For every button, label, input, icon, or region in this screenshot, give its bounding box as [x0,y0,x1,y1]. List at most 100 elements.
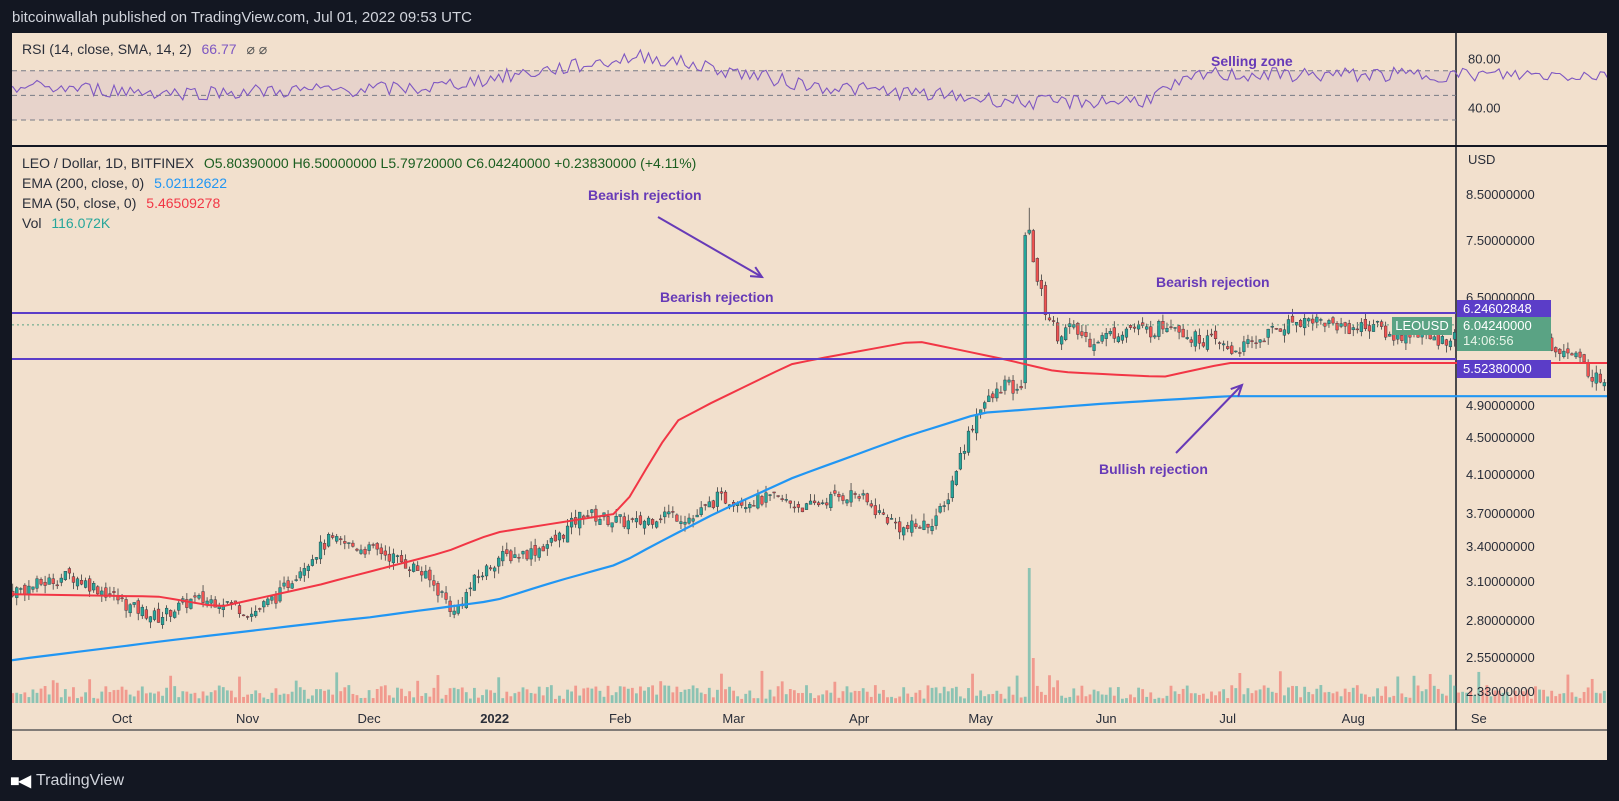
symbol-name: LEO / Dollar, 1D, BITFINEX [22,155,194,171]
candle-body [1254,342,1258,345]
volume-bar [562,698,565,703]
volume-bar [776,686,780,703]
candle-body [885,516,890,524]
candle-body [1185,337,1189,339]
volume-bar [1307,691,1311,703]
volume-bar [221,687,225,703]
candle-body [1586,363,1590,377]
rsi-legend[interactable]: RSI (14, close, SMA, 14, 2) 66.77 ⌀ ⌀ [22,41,267,58]
volume-bar [100,691,104,703]
ema50-label: EMA (50, close, 0) [22,195,137,211]
volume-bar [59,697,63,703]
volume-bar [716,689,719,703]
volume-bar [1477,671,1481,703]
volume-bar [1351,687,1355,703]
candle-body [630,518,634,520]
volume-bar [797,693,800,703]
volume-bar [914,692,918,703]
candle-body [808,500,813,505]
volume-bar [72,687,75,703]
candle-body [1311,318,1315,324]
volume-bar [1206,698,1209,703]
candle-body [1197,335,1201,344]
volume-bar [1003,698,1007,703]
candle-body [1173,327,1177,329]
candle-body [752,505,756,507]
volume-bar [898,696,902,703]
ema200-legend[interactable]: EMA (200, close, 0) 5.02112622 [22,175,227,191]
volume-bar [335,672,339,703]
volume-bar [687,689,691,703]
volume-bar [1323,692,1327,703]
candle-body [1108,331,1112,335]
volume-bar [1262,685,1266,703]
candle-body [1213,330,1218,340]
volume-bar [1100,694,1104,703]
time-axis-label: 2022 [480,711,509,726]
candle-body [452,610,456,615]
volume-bar [639,686,642,703]
candle-body [517,557,521,559]
time-axis-label: Feb [609,711,631,726]
volume-bar [481,695,484,703]
candle-body [1084,332,1088,337]
volume-bar [602,696,606,703]
candle-body [906,525,910,529]
rsi-label: RSI (14, close, SMA, 14, 2) [22,41,192,57]
candle-body [975,415,979,434]
volume-bar [420,695,424,703]
volume-bar [262,697,266,703]
candle-body [140,606,144,617]
candle-body [379,547,383,555]
volume-bar [606,685,610,703]
volume-bar [841,691,845,703]
volume-bar [1440,693,1444,703]
volume-bar [521,687,525,703]
candle-body [1307,318,1311,322]
candle-body [201,591,205,603]
volume-bar [456,689,460,703]
candle-body [764,492,768,503]
volume-bar [861,688,865,703]
candle-body [1023,235,1027,384]
candle-body [667,511,671,515]
volume-bar [1343,688,1347,703]
volume-bar [1598,693,1602,703]
candle-body [1035,258,1039,282]
volume-bar [1068,696,1072,703]
rsi-tick-label: 40.00 [1468,101,1501,116]
chart-svg[interactable]: 8.500000007.500000006.500000004.90000000… [12,33,1607,760]
symbol-legend[interactable]: LEO / Dollar, 1D, BITFINEX O5.80390000 H… [22,155,696,171]
volume-bar [910,696,914,703]
volume-bar [558,695,561,703]
ema50-legend[interactable]: EMA (50, close, 0) 5.46509278 [22,195,220,211]
candle-body [606,516,610,525]
candle-body [1388,333,1392,337]
candle-body [1319,319,1323,321]
volume-bar [1461,691,1464,703]
volume-bar [400,688,403,703]
footer: ■◀ TradingView [10,768,124,794]
volume-bar [1489,696,1493,703]
volume-bar [525,689,529,703]
volume-bar [1562,693,1566,703]
candle-body [19,588,23,590]
volume-bar [886,697,889,703]
candle-body [383,550,387,556]
bullish-arrow [1175,384,1243,454]
vol-legend[interactable]: Vol 116.072K [22,215,110,231]
candle-body [804,503,809,510]
volume-bar [1335,691,1339,703]
chart-panel[interactable]: 8.50000000 7.50000000 6.50000000 4.90000000… [12,33,1607,760]
volume-bar [622,686,626,703]
candle-body [432,580,436,586]
candle-body [687,517,691,524]
volume-bar [1550,690,1554,703]
support-price-tag: 5.52380000 [1457,360,1551,378]
candle-body [565,525,570,543]
volume-bar [112,690,116,703]
bearish-rejection-label-1: Bearish rejection [588,187,702,203]
volume-bar [1266,687,1270,703]
candle-body [1278,328,1282,332]
volume-bar [161,695,164,703]
